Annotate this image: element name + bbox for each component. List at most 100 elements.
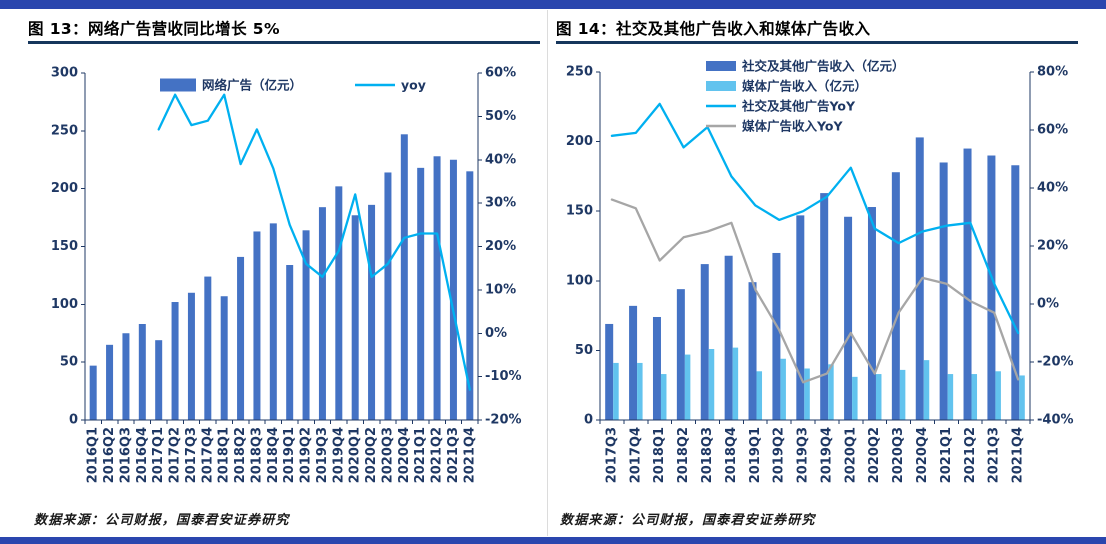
x-tick-label: 2019Q3: [315, 427, 330, 483]
bar: [253, 231, 261, 420]
bar: [138, 324, 146, 420]
y-right-tick-label: 60%: [485, 66, 516, 81]
x-tick-label: 2016Q3: [118, 427, 133, 483]
bar: [756, 371, 763, 420]
bar: [939, 162, 948, 420]
bar: [987, 155, 996, 420]
bar: [122, 333, 130, 420]
bar: [106, 344, 114, 420]
x-tick-label: 2020Q3: [891, 427, 906, 483]
line-series-0: [157, 93, 471, 391]
x-tick-label: 2021Q2: [430, 427, 445, 483]
bar: [335, 186, 343, 420]
y-right-tick-label: 40%: [1037, 181, 1068, 196]
figure-14-chart: 0 50 100 150 200 250 -40% -20% 0% 20% 40% 60% 80% 201…: [566, 59, 1074, 484]
x-tick-label: 2017Q3: [184, 427, 199, 483]
bar: [286, 265, 294, 420]
x-tick-label: 2017Q3: [604, 427, 619, 483]
tick-marks: [596, 71, 1034, 424]
y-right-tick-label: 20%: [1037, 239, 1068, 254]
axis-labels: 0 50 100 150 200 250 300 -20% -10% 0% 10% 20% 30% 40%…: [51, 66, 522, 484]
x-tick-label: 2018Q4: [724, 427, 739, 483]
bar: [220, 296, 228, 420]
legend: 网络广告（亿元） yoy: [160, 78, 426, 93]
y-left-tick-label: 150: [566, 204, 593, 219]
legend-swatch-bar: [160, 78, 196, 92]
figure-14-source: 数据来源：公司财报，国泰君安证券研究: [560, 513, 816, 528]
bar: [368, 204, 376, 420]
x-tick-label: 2018Q3: [700, 427, 715, 483]
bar: [187, 292, 195, 420]
bar: [772, 252, 781, 420]
bar: [780, 358, 786, 420]
y-left-tick-label: 50: [575, 343, 593, 358]
x-tick-label: 2016Q2: [102, 427, 117, 483]
top-accent-bar: [0, 0, 1106, 9]
bar: [466, 171, 474, 420]
legend-label: 社交及其他广告收入（亿元）: [741, 59, 905, 74]
line-series-0: [610, 102, 1020, 335]
y-right-tick-label: 50%: [485, 109, 516, 124]
figure-13-title: 图 13：网络广告营收同比增长 5%: [28, 20, 280, 38]
bottom-accent-bar: [0, 537, 1106, 544]
x-tick-label: 2019Q2: [772, 427, 787, 483]
figure-14-title-rule: [556, 41, 1078, 44]
x-tick-label: 2019Q4: [819, 427, 834, 483]
bar: [915, 137, 924, 421]
y-right-tick-label: -20%: [485, 413, 522, 428]
bar: [629, 305, 638, 420]
bar: [171, 302, 179, 420]
x-tick-label: 2020Q3: [380, 427, 395, 483]
x-tick-label: 2020Q4: [915, 427, 930, 483]
legend-label: 网络广告（亿元）: [202, 78, 302, 93]
bar: [875, 374, 882, 420]
bar: [732, 347, 739, 420]
legend: 社交及其他广告收入（亿元） 媒体广告收入（亿元） 社交及其他广告YoY 媒体广告收入Y…: [706, 59, 905, 134]
panel-divider: [547, 10, 548, 536]
y-right-tick-label: 40%: [485, 152, 516, 167]
x-tick-label: 2021Q3: [987, 427, 1002, 483]
x-tick-label: 2018Q1: [217, 427, 232, 483]
bar: [204, 276, 212, 420]
x-tick-label: 2017Q4: [628, 427, 643, 483]
x-tick-label: 2019Q1: [748, 427, 763, 483]
legend-label: 媒体广告收入（亿元）: [742, 79, 867, 94]
line-series-1: [610, 198, 1020, 384]
bar: [820, 193, 829, 420]
x-tick-label: 2021Q1: [413, 427, 428, 483]
bar: [417, 167, 425, 420]
y-left-tick-label: 100: [51, 297, 78, 312]
legend-label: 社交及其他广告YoY: [741, 99, 856, 114]
y-right-tick-label: 30%: [485, 196, 516, 211]
x-tick-label: 2018Q2: [233, 427, 248, 483]
y-right-tick-label: -20%: [1037, 355, 1074, 370]
x-tick-label: 2020Q1: [348, 427, 363, 483]
bar: [923, 360, 930, 420]
bar: [828, 364, 834, 420]
y-left-tick-label: 200: [566, 134, 593, 149]
y-right-tick-label: 0%: [1037, 297, 1059, 312]
bar: [891, 172, 900, 420]
bar-series-0: [89, 134, 474, 421]
bar: [384, 172, 392, 420]
y-left-tick-label: 50: [60, 355, 78, 370]
bar: [652, 316, 661, 420]
y-right-tick-label: -40%: [1037, 413, 1074, 428]
bar: [676, 289, 685, 420]
bar: [971, 374, 978, 420]
figure-14-title: 图 14：社交及其他广告收入和媒体广告收入: [556, 20, 871, 38]
axis-labels: 0 50 100 150 200 250 -40% -20% 0% 20% 40% 60% 80% 201…: [566, 65, 1074, 484]
bar: [963, 148, 972, 420]
x-tick-label: 2021Q2: [963, 427, 978, 483]
x-tick-label: 2016Q4: [135, 427, 150, 483]
bar: [449, 159, 457, 420]
x-tick-label: 2018Q2: [676, 427, 691, 483]
bar: [724, 255, 733, 420]
bar: [1019, 375, 1025, 420]
x-tick-label: 2020Q4: [397, 427, 412, 483]
bar: [433, 156, 441, 420]
x-tick-label: 2019Q4: [331, 427, 346, 483]
bar: [155, 340, 163, 420]
bar: [605, 323, 614, 420]
